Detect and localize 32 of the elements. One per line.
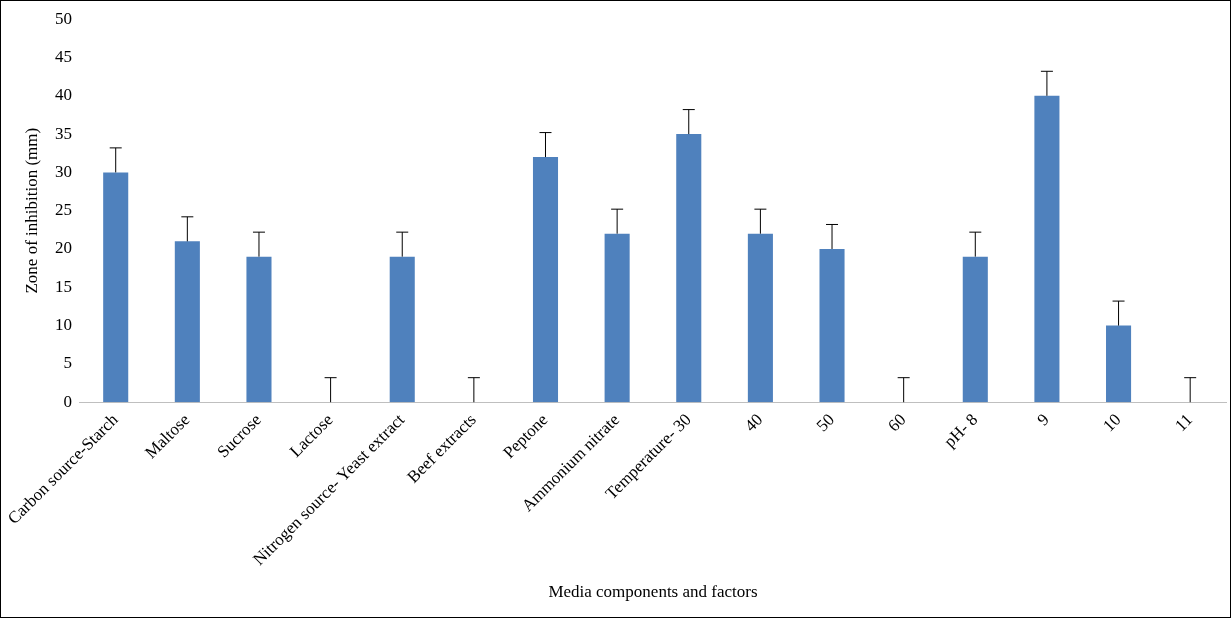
y-tick-label: 45 bbox=[54, 46, 72, 66]
bar bbox=[1034, 95, 1060, 403]
y-tick-label: 20 bbox=[54, 238, 72, 258]
x-tick-label: 50 bbox=[812, 409, 839, 436]
x-axis-title: Media components and factors bbox=[548, 582, 758, 602]
bar bbox=[604, 233, 630, 403]
bar bbox=[962, 256, 988, 403]
bar bbox=[1106, 325, 1132, 403]
bar bbox=[819, 248, 845, 403]
y-tick-label: 10 bbox=[54, 315, 72, 335]
bar bbox=[747, 233, 773, 403]
y-tick-label: 5 bbox=[63, 353, 72, 373]
x-tick-label: pH- 8 bbox=[940, 409, 982, 452]
bar bbox=[676, 134, 702, 403]
y-tick-label: 30 bbox=[54, 161, 72, 181]
bar bbox=[246, 256, 272, 403]
x-tick-label: 11 bbox=[1171, 409, 1197, 435]
x-tick-label: 9 bbox=[1033, 409, 1053, 430]
bar bbox=[389, 256, 415, 403]
x-tick-label: 40 bbox=[740, 409, 767, 436]
x-tick-label: 10 bbox=[1099, 409, 1125, 436]
y-tick-label: 50 bbox=[54, 8, 72, 28]
y-tick-label: 40 bbox=[54, 85, 72, 105]
y-tick-label: 15 bbox=[54, 276, 72, 296]
y-axis-title: Zone of inhibition (mm) bbox=[22, 127, 42, 294]
bar bbox=[532, 157, 559, 403]
x-tick-label: 60 bbox=[884, 409, 910, 436]
y-tick-label: 25 bbox=[54, 200, 72, 220]
y-tick-label: 0 bbox=[63, 391, 72, 411]
bar bbox=[103, 172, 129, 403]
bar bbox=[174, 241, 200, 403]
y-tick-label: 35 bbox=[54, 123, 72, 143]
